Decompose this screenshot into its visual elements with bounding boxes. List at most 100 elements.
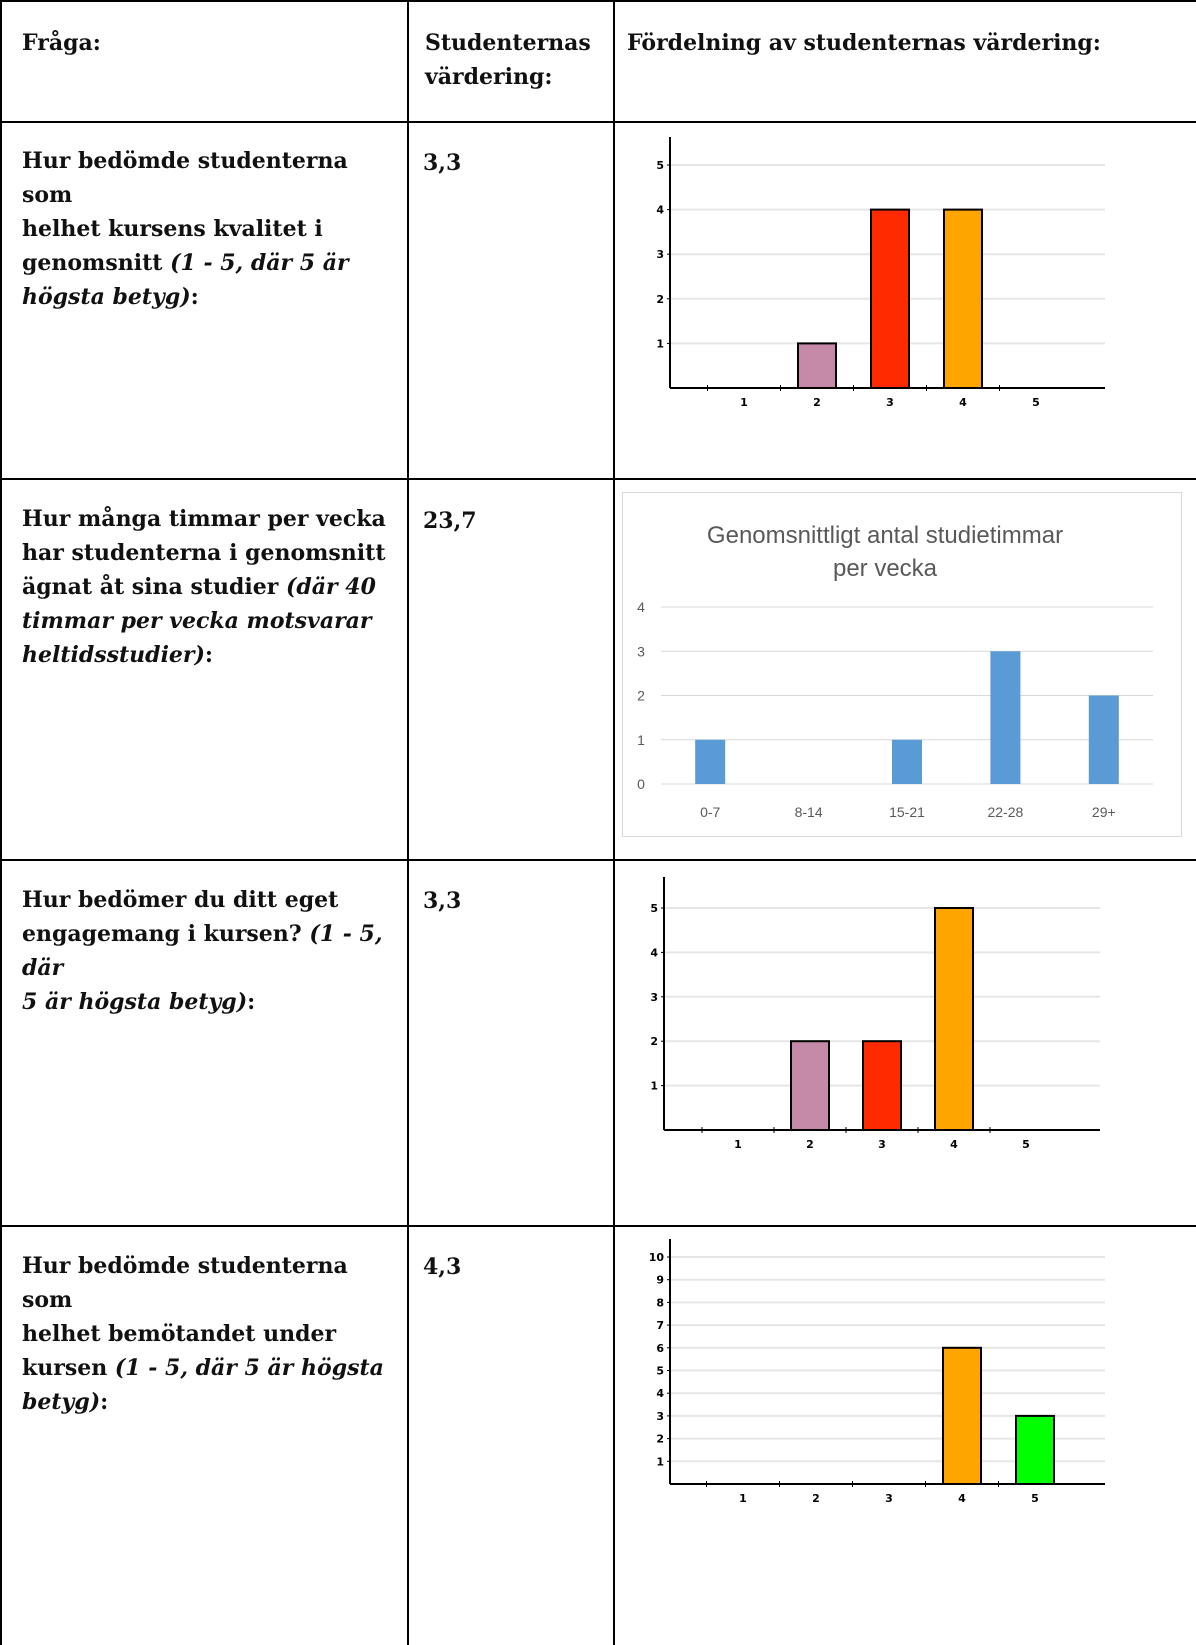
y-tick-label: 2 — [656, 293, 664, 306]
column-divider-2 — [613, 0, 615, 1645]
question-1-line-1: Hur bedömde studenterna som — [22, 148, 348, 208]
y-tick-label: 7 — [656, 1319, 664, 1332]
y-tick-label: 1 — [656, 337, 664, 350]
chart-quality-svg: 1 2 3 4 5 1 2 3 4 5 — [656, 137, 1105, 409]
table-border-left — [0, 0, 2, 1645]
x-tick-label: 5 — [1022, 1138, 1030, 1151]
bar-3 — [870, 208, 910, 389]
x-tick-label: 5 — [1031, 1492, 1039, 1505]
y-tick-label: 1 — [637, 732, 645, 748]
y-tick-label: 9 — [656, 1274, 664, 1287]
row-divider-2 — [0, 478, 1196, 480]
question-2-line-1: Hur många timmar per vecka — [22, 506, 386, 532]
bar-2 — [797, 342, 837, 389]
x-tick-label: 29+ — [1092, 804, 1116, 820]
x-tick-label: 3 — [886, 396, 894, 409]
bar-29+ — [1088, 695, 1119, 784]
row-divider-1 — [0, 121, 1196, 123]
x-tick-label: 1 — [740, 396, 748, 409]
y-tick-label: 4 — [637, 599, 645, 615]
y-tick-label: 6 — [656, 1342, 664, 1355]
chart-treatment: 1 2 3 4 5 6 7 8 9 10 1 2 3 4 5 — [640, 1237, 1120, 1537]
chart-quality: 1 2 3 4 5 1 2 3 4 5 — [640, 135, 1120, 435]
bar-0-7 — [695, 739, 726, 784]
bar-4 — [934, 907, 974, 1131]
x-tick-label: 2 — [813, 396, 821, 409]
chart-title-line-2: per vecka — [833, 555, 938, 582]
chart-title-line-1: Genomsnittligt antal studietimmar — [707, 522, 1063, 549]
question-2: Hur många timmar per vecka har studenter… — [22, 502, 402, 672]
question-3: Hur bedömer du ditt eget engagemang i ku… — [22, 883, 402, 1019]
bar-3 — [862, 1040, 902, 1131]
x-tick-label: 5 — [1032, 396, 1040, 409]
row-divider-4 — [0, 1225, 1196, 1227]
header-value: Studenternas värdering: — [425, 26, 591, 94]
x-tick-label: 2 — [806, 1138, 814, 1151]
question-1: Hur bedömde studenterna som helhet kurse… — [22, 144, 402, 314]
header-value-line-2: värdering: — [425, 64, 553, 90]
y-tick-label: 10 — [649, 1251, 665, 1264]
bar-22-28 — [990, 651, 1021, 784]
value-2: 23,7 — [423, 508, 477, 534]
y-tick-label: 3 — [650, 991, 658, 1004]
value-4: 4,3 — [423, 1254, 462, 1280]
chart-study-hours-svg: Genomsnittligt antal studietimmar per vec… — [637, 522, 1153, 820]
header-value-line-1: Studenternas — [425, 30, 591, 56]
question-2-line-4: timmar per vecka motsvarar — [22, 604, 402, 638]
question-3-scale: (1 - 5, där — [22, 921, 383, 981]
row-divider-3 — [0, 859, 1196, 861]
question-3-scale-2: 5 är högsta betyg) — [22, 989, 248, 1015]
x-tick-label: 3 — [878, 1138, 886, 1151]
question-4-line-2: helhet bemötandet under — [22, 1321, 337, 1347]
question-2-note: (där 40 — [285, 574, 376, 600]
x-tick-label: 22-28 — [987, 804, 1023, 820]
question-4: Hur bedömde studenterna som helhet bemöt… — [22, 1249, 402, 1419]
header-distribution: Fördelning av studenternas värdering: — [627, 30, 1101, 56]
x-tick-label: 4 — [959, 396, 967, 409]
table-border-top — [0, 0, 1196, 2]
bar-2 — [790, 1040, 830, 1131]
question-4-scale-2: betyg) — [22, 1389, 101, 1415]
question-4-line-3: kursen (1 - 5, där 5 är högsta — [22, 1351, 402, 1385]
x-tick-label: 4 — [958, 1492, 966, 1505]
x-tick-label: 2 — [812, 1492, 820, 1505]
question-4-line-1: Hur bedömde studenterna som — [22, 1253, 348, 1313]
question-4-scale: (1 - 5, där 5 är högsta — [114, 1355, 384, 1381]
question-1-line-4: högsta betyg): — [22, 284, 199, 310]
y-tick-label: 2 — [637, 688, 645, 704]
question-2-note-2: timmar per vecka motsvarar — [22, 608, 372, 634]
question-1-scale-2: högsta betyg) — [22, 284, 191, 310]
y-tick-label: 1 — [656, 1455, 664, 1468]
bar-15-21 — [892, 739, 922, 784]
value-3: 3,3 — [423, 888, 462, 914]
chart-treatment-svg: 1 2 3 4 5 6 7 8 9 10 1 2 3 4 5 — [649, 1239, 1105, 1505]
question-2-text: ägnat åt sina studier — [22, 574, 286, 600]
x-tick-label: 1 — [734, 1138, 742, 1151]
header-question: Fråga: — [22, 30, 101, 56]
question-1-line-2: helhet kursens kvalitet i — [22, 216, 323, 242]
y-tick-label: 2 — [650, 1035, 658, 1048]
value-1: 3,3 — [423, 150, 462, 176]
question-3-line-1: Hur bedömer du ditt eget — [22, 887, 339, 913]
question-3-text: engagemang i kursen? — [22, 921, 310, 947]
question-2-note-3: heltidsstudier) — [22, 642, 205, 668]
bar-4 — [942, 1346, 982, 1485]
y-tick-label: 8 — [656, 1296, 664, 1309]
question-4-text: kursen — [22, 1355, 115, 1381]
x-tick-label: 15-21 — [889, 804, 925, 820]
question-1-text: genomsnitt — [22, 250, 171, 276]
y-tick-label: 5 — [650, 902, 658, 915]
question-1-line-3: genomsnitt (1 - 5, där 5 är — [22, 246, 402, 280]
y-tick-label: 3 — [656, 248, 664, 261]
x-tick-label: 0-7 — [700, 804, 720, 820]
y-tick-label: 4 — [656, 204, 664, 217]
question-2-line-3: ägnat åt sina studier (där 40 — [22, 570, 402, 604]
y-tick-label: 5 — [656, 159, 664, 172]
y-tick-label: 5 — [656, 1365, 664, 1378]
question-3-line-2: engagemang i kursen? (1 - 5, där — [22, 917, 402, 985]
y-tick-label: 4 — [650, 946, 658, 959]
bar-4 — [943, 208, 983, 389]
y-tick-label: 3 — [656, 1410, 664, 1423]
y-tick-label: 3 — [637, 643, 645, 659]
